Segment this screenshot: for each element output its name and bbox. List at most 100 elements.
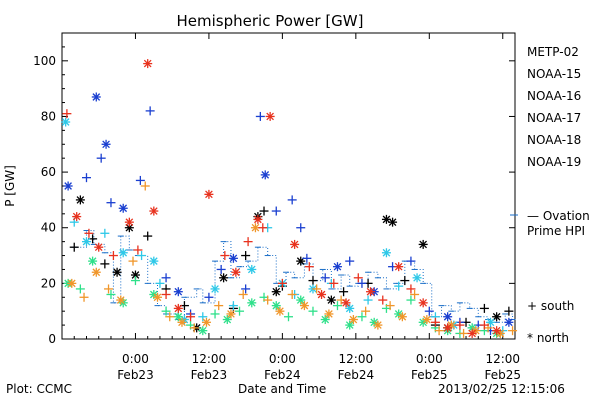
marker-stroke	[296, 296, 305, 304]
data-point-noaa-15	[241, 284, 251, 294]
data-point-noaa-18	[410, 289, 420, 299]
data-point-noaa-16	[149, 256, 159, 266]
data-point-noaa-18	[67, 278, 77, 288]
data-point-noaa-18	[275, 306, 285, 316]
marker-stroke	[266, 112, 274, 121]
marker-stroke	[419, 240, 428, 249]
x-tick-date-label: Feb24	[264, 368, 301, 382]
y-tick-label: 100	[33, 54, 56, 68]
data-point-noaa-15	[332, 262, 342, 272]
data-point-noaa-19	[341, 298, 351, 308]
marker-stroke	[149, 207, 158, 215]
data-point-noaa-18	[140, 181, 150, 191]
data-point-noaa-17	[210, 309, 220, 319]
data-point-noaa-19	[186, 312, 196, 322]
data-point-noaa-19	[220, 251, 230, 261]
chart-title: Hemispheric Power [GW]	[177, 12, 364, 30]
data-point-noaa-18	[214, 301, 224, 311]
data-point-noaa-19	[133, 245, 143, 255]
data-point-metp-02	[259, 206, 269, 216]
data-point-noaa-19	[84, 228, 94, 238]
x-axis-label: Date and Time	[238, 382, 327, 396]
data-point-noaa-15	[357, 278, 367, 288]
marker-stroke	[227, 310, 235, 318]
data-point-noaa-15	[118, 203, 128, 213]
marker-stroke	[398, 312, 407, 321]
marker-stroke	[492, 326, 501, 335]
data-point-noaa-16	[247, 264, 257, 274]
ovation-legend-label: Prime HPI	[527, 224, 585, 238]
data-point-noaa-17	[75, 284, 85, 294]
data-point-metp-02	[241, 251, 251, 261]
data-point-noaa-18	[287, 289, 297, 299]
data-point-noaa-19	[143, 59, 153, 69]
marker-stroke	[443, 324, 452, 332]
data-point-noaa-15	[255, 111, 265, 121]
marker-stroke	[327, 296, 336, 304]
data-point-noaa-18	[397, 312, 407, 322]
data-point-noaa-15	[161, 273, 171, 283]
marker-stroke	[272, 301, 281, 310]
marker-stroke	[82, 237, 91, 246]
data-point-noaa-17	[284, 312, 293, 322]
data-point-noaa-17	[332, 301, 342, 311]
data-point-metp-02	[504, 306, 514, 316]
marker-stroke	[72, 212, 81, 221]
data-point-noaa-15	[204, 292, 214, 302]
data-point-noaa-15	[106, 198, 116, 208]
data-point-metp-02	[400, 276, 410, 286]
y-tick-label: 40	[41, 221, 56, 235]
marker-stroke	[325, 310, 333, 318]
data-point-noaa-18	[361, 306, 371, 316]
marker-stroke	[342, 299, 350, 307]
marker-stroke	[317, 290, 326, 299]
data-point-noaa-19	[161, 289, 171, 299]
data-point-noaa-18	[152, 292, 162, 302]
data-point-noaa-19	[394, 262, 404, 272]
x-axis: 0:00 Feb23 12:00 Feb23 0:00 Feb24 12:00 Feb24 0:…	[73, 33, 521, 382]
marker-stroke	[505, 318, 513, 327]
data-point-noaa-19	[430, 317, 440, 327]
data-point-noaa-16	[81, 237, 91, 247]
marker-legend-north: * north	[527, 331, 569, 345]
data-point-noaa-19	[258, 223, 268, 233]
data-point-noaa-17	[173, 312, 183, 322]
data-point-noaa-16	[198, 312, 208, 322]
marker-stroke	[178, 318, 186, 327]
data-point-metp-02	[69, 242, 79, 252]
data-point-noaa-18	[91, 267, 101, 277]
data-point-noaa-18	[177, 317, 187, 327]
x-tick-date-label: Feb23	[191, 368, 228, 382]
x-tick-time-label: 0:00	[416, 352, 443, 366]
y-axis: 0 20 40 60 80 100	[33, 46, 515, 346]
data-point-noaa-17	[106, 289, 116, 299]
data-point-noaa-19	[378, 295, 388, 305]
data-point-noaa-17	[88, 256, 98, 266]
marker-stroke	[153, 293, 162, 302]
data-point-noaa-15	[216, 264, 226, 274]
data-point-noaa-15	[406, 256, 416, 266]
data-point-noaa-19	[277, 278, 287, 288]
ovation-legend-label: — Ovation	[527, 209, 590, 223]
data-point-noaa-18	[189, 323, 199, 333]
data-point-noaa-17	[345, 320, 355, 330]
marker-stroke	[143, 59, 152, 68]
data-point-noaa-19	[253, 214, 263, 224]
legend-item-noaa-16: NOAA-16	[527, 89, 581, 103]
x-tick-time-label: 0:00	[269, 352, 296, 366]
data-point-noaa-18	[263, 295, 273, 305]
data-point-noaa-15	[287, 195, 297, 205]
data-point-noaa-15	[173, 287, 183, 297]
data-point-noaa-19	[231, 267, 241, 277]
marker-stroke	[272, 287, 281, 296]
data-point-noaa-17	[296, 295, 306, 305]
data-point-noaa-15	[96, 153, 106, 163]
marker-stroke	[92, 268, 101, 277]
data-point-noaa-17	[357, 312, 367, 322]
data-point-noaa-16	[228, 301, 238, 311]
data-point-noaa-17	[235, 306, 245, 316]
data-point-noaa-18	[79, 292, 89, 302]
marker-stroke	[174, 287, 183, 296]
data-point-noaa-17	[247, 298, 257, 308]
legend-item-noaa-17: NOAA-17	[527, 111, 581, 125]
